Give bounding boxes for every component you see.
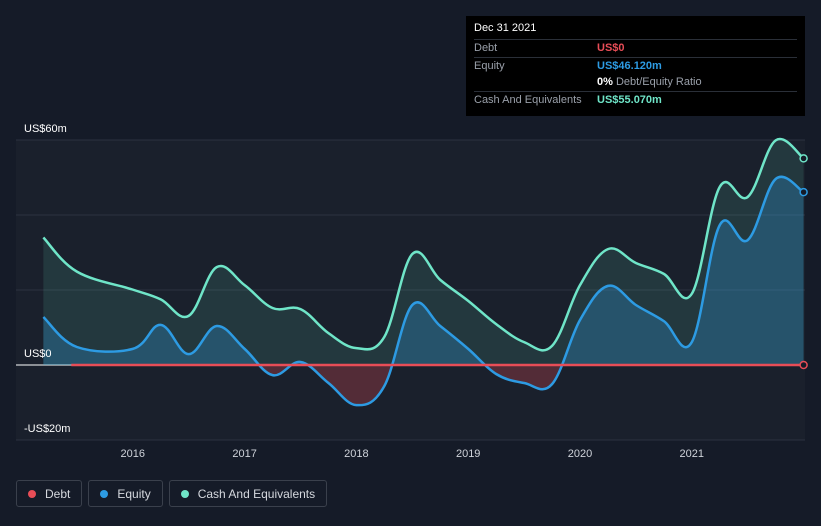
legend-item-debt[interactable]: Debt xyxy=(16,480,83,507)
tooltip-row-equity: Equity US$46.120m xyxy=(474,56,797,75)
tooltip-row-debt: Debt US$0 xyxy=(474,39,797,57)
x-tick-label: 2016 xyxy=(121,448,145,460)
tooltip-label: Debt xyxy=(474,42,498,55)
ratio-value: 0% xyxy=(597,76,613,89)
y-tick-label: -US$20m xyxy=(24,423,70,435)
cash-area xyxy=(43,139,804,365)
equity-area xyxy=(43,176,804,365)
hover-tooltip: Dec 31 2021 Debt US$0 Equity US$46.120m … xyxy=(466,16,805,116)
y-tick-label: US$60m xyxy=(24,123,67,135)
series-areas xyxy=(43,139,804,406)
legend-label: Cash And Equivalents xyxy=(197,486,316,501)
ratio-label: Debt/Equity Ratio xyxy=(615,76,702,89)
series-lines xyxy=(42,137,805,407)
series-endpoints xyxy=(799,154,808,370)
equity-line xyxy=(42,175,805,407)
x-tick-label: 2021 xyxy=(680,448,704,460)
tooltip-value: US$55.070m xyxy=(597,93,662,106)
cash-dot-icon xyxy=(180,489,189,498)
y-tick-label: US$0 xyxy=(24,348,52,360)
x-axis-labels: 2016 2017 2018 2019 2020 2021 xyxy=(121,448,704,460)
cash-line xyxy=(42,137,805,352)
tooltip-label: Cash And Equivalents xyxy=(474,93,582,106)
x-tick-label: 2019 xyxy=(456,448,480,460)
tooltip-row-ratio: 0% Debt/Equity Ratio xyxy=(474,74,797,91)
legend-item-equity[interactable]: Equity xyxy=(88,480,163,507)
equity-dot-icon xyxy=(100,489,109,498)
y-axis-labels: US$60m US$0 -US$20m xyxy=(24,123,70,435)
x-tick-label: 2020 xyxy=(568,448,592,460)
x-tick-label: 2017 xyxy=(232,448,256,460)
chart-legend: Debt Equity Cash And Equivalents xyxy=(16,480,328,507)
tooltip-ratio: 0% Debt/Equity Ratio xyxy=(597,76,702,88)
debt-dot-icon xyxy=(28,489,36,498)
tooltip-value: US$46.120m xyxy=(597,59,662,72)
debt-endpoint xyxy=(799,360,808,370)
tooltip-date: Dec 31 2021 xyxy=(474,22,537,34)
cash-endpoint xyxy=(799,154,808,163)
tooltip-label: Equity xyxy=(474,59,505,72)
tooltip-value: US$0 xyxy=(597,42,625,55)
legend-label: Equity xyxy=(117,486,151,501)
legend-label: Debt xyxy=(45,486,71,501)
legend-item-cash[interactable]: Cash And Equivalents xyxy=(168,480,328,507)
equity-endpoint xyxy=(799,187,808,197)
tooltip-row-cash: Cash And Equivalents US$55.070m xyxy=(474,90,797,109)
x-tick-label: 2018 xyxy=(344,448,368,460)
